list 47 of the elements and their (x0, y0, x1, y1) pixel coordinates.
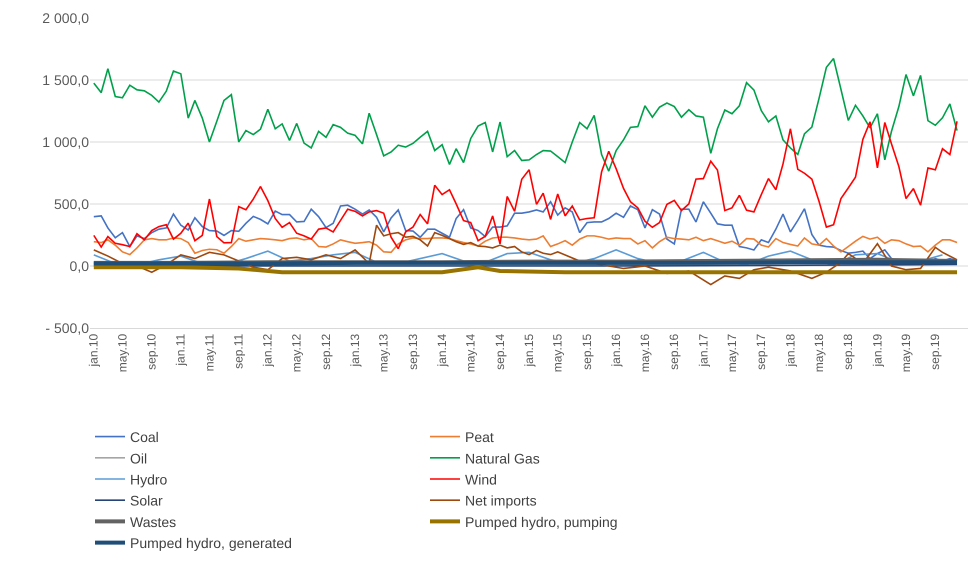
x-tick-label: jan.17 (696, 333, 710, 368)
legend-label: Natural Gas (465, 450, 540, 466)
x-tick-label: sep.14 (492, 333, 507, 370)
legend-label: Wind (465, 471, 497, 488)
y-tick-label: 1 500,0 (42, 72, 90, 88)
x-tick-label: may.18 (812, 333, 826, 372)
x-tick-label: may.14 (464, 333, 478, 372)
x-tick-label: jan.12 (260, 333, 275, 368)
legend-label: Solar (130, 492, 164, 509)
x-tick-label: may.19 (898, 333, 913, 372)
x-tick-label: jan.16 (609, 333, 624, 368)
legend-label: Hydro (130, 471, 168, 488)
y-tick-label: 500,0 (54, 196, 90, 212)
y-tick-label: - 500,0 (45, 320, 90, 336)
x-tick-label: may.12 (290, 333, 304, 372)
x-tick-label: may.10 (115, 333, 130, 372)
x-tick-label: jan.19 (870, 333, 884, 368)
legend-label: Pumped hydro, generated (130, 535, 292, 552)
x-tick-label: may.16 (638, 333, 652, 372)
legend-label: Peat (465, 429, 494, 446)
legend-label: Pumped hydro, pumping (465, 514, 618, 530)
x-tick-label: sep.15 (580, 333, 594, 370)
x-tick-label: may.11 (202, 333, 216, 372)
x-tick-label: jan.15 (522, 333, 536, 368)
x-tick-label: may.15 (550, 333, 565, 372)
x-tick-label: jan.18 (783, 333, 798, 368)
x-tick-label: sep.16 (667, 333, 682, 370)
x-tick-label: sep.17 (754, 333, 768, 370)
x-tick-label: jan.14 (435, 333, 450, 368)
x-tick-label: sep.11 (232, 333, 246, 369)
legend-label: Net imports (465, 492, 537, 509)
y-tick-label: 1 000,0 (42, 134, 90, 150)
x-tick-label: may.17 (724, 333, 739, 372)
legend-label: Wastes (130, 514, 176, 530)
legend-label: Oil (130, 450, 148, 466)
x-tick-label: jan.11 (174, 333, 188, 367)
x-tick-label: jan.13 (348, 333, 362, 368)
y-tick-label: 0,0 (70, 258, 90, 274)
x-tick-label: sep.19 (928, 333, 942, 370)
x-tick-label: jan.10 (86, 333, 101, 368)
x-tick-label: sep.18 (841, 333, 856, 370)
legend-label: Coal (130, 429, 159, 446)
x-tick-label: sep.13 (406, 333, 420, 370)
y-tick-label: 2 000,0 (42, 10, 90, 26)
x-tick-label: may.13 (376, 333, 391, 372)
x-tick-label: sep.10 (144, 333, 159, 370)
x-tick-label: sep.12 (318, 333, 333, 370)
